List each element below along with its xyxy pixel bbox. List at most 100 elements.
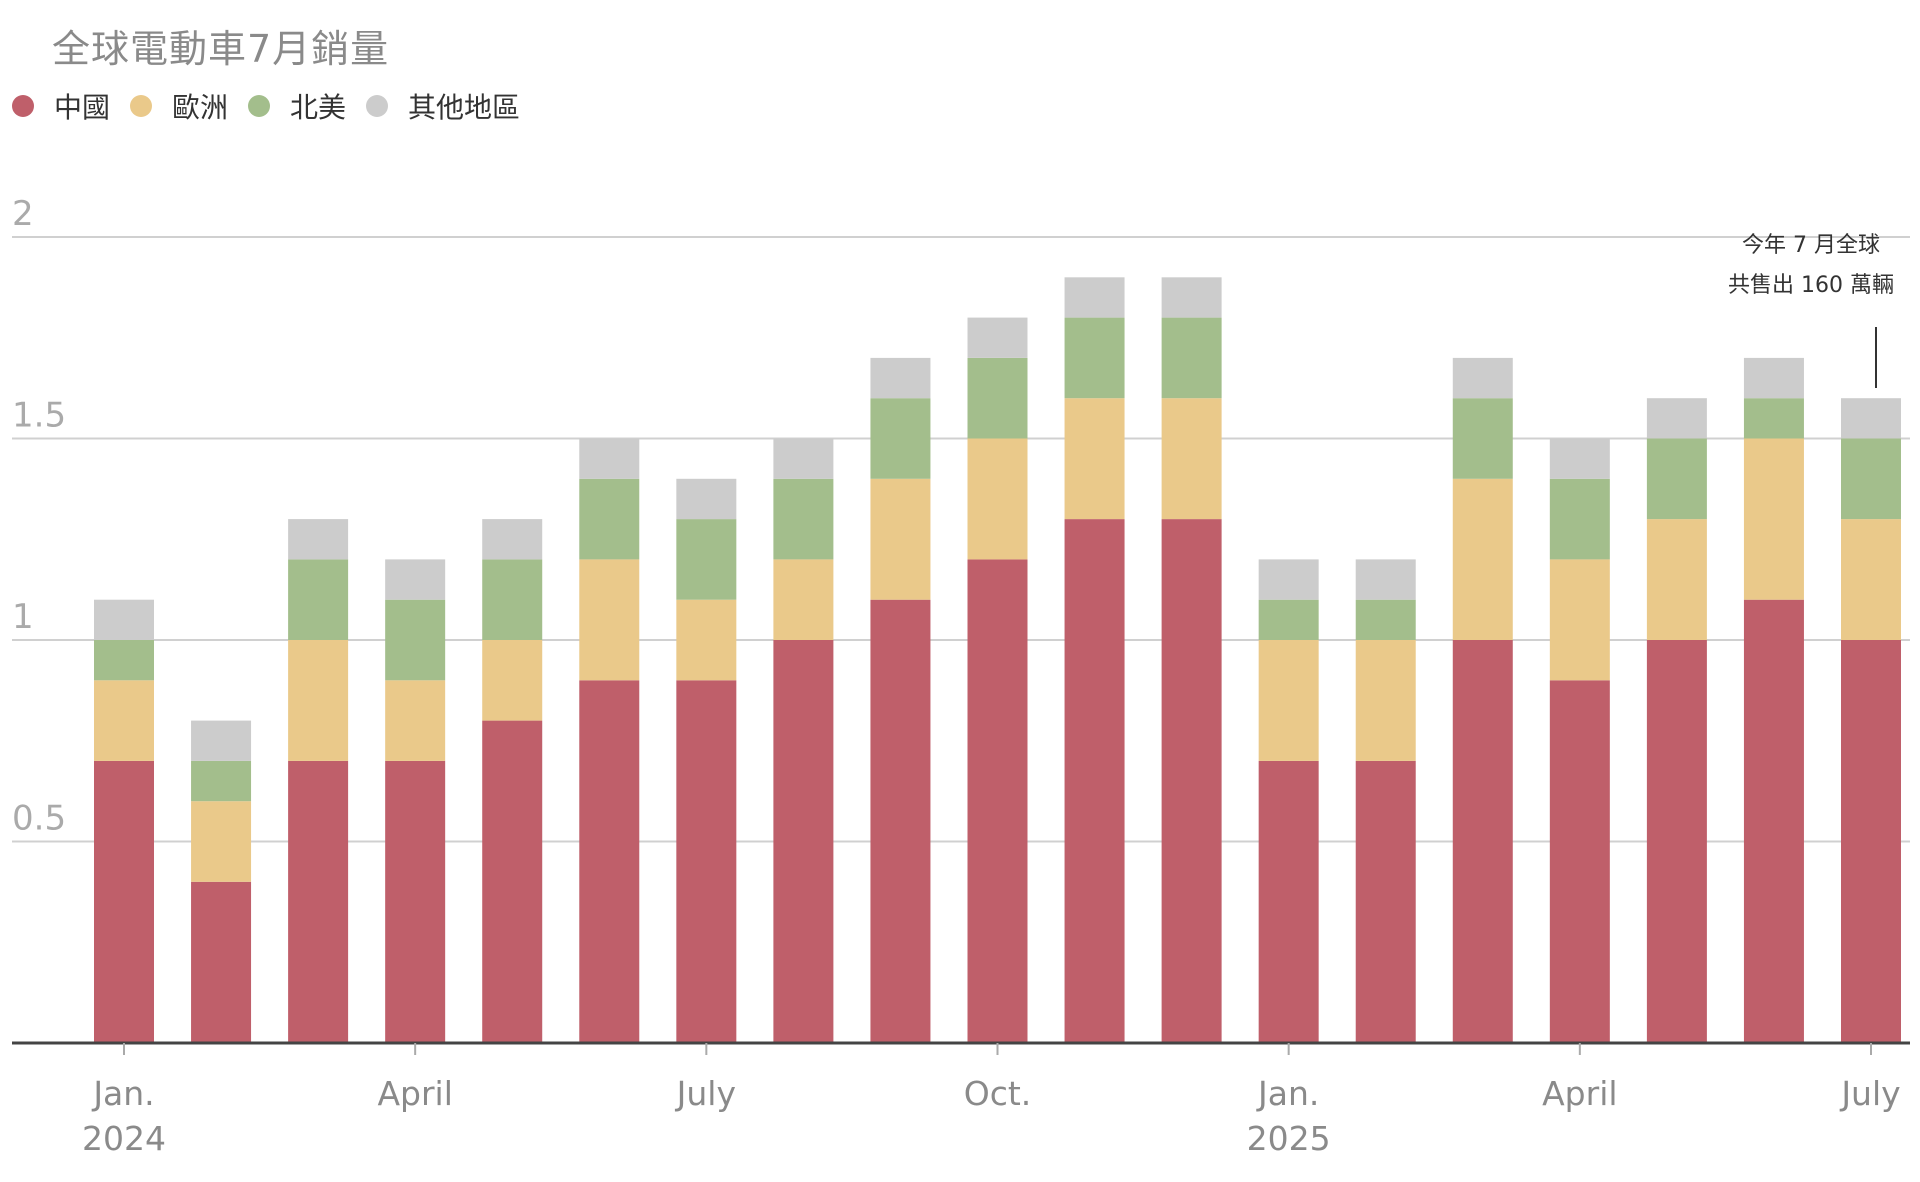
bar-segment-north-america bbox=[1549, 478, 1610, 560]
y-tick-label: 0.5 bbox=[12, 799, 66, 839]
bar-segment-europe bbox=[579, 559, 640, 681]
bar-segment-china bbox=[1161, 519, 1222, 1043]
bar-segment-europe bbox=[676, 599, 737, 681]
x-tick-label: April bbox=[377, 1074, 452, 1113]
bar-segment-other bbox=[1743, 357, 1804, 399]
legend-label-europe: 歐洲 bbox=[172, 91, 229, 124]
x-tick-label: Jan. bbox=[91, 1074, 154, 1113]
bar-segment-other bbox=[1161, 277, 1222, 318]
bar-segment-north-america bbox=[579, 478, 640, 560]
legend-swatch-china bbox=[12, 95, 34, 117]
bar-segment-north-america bbox=[1355, 599, 1416, 640]
bar-segment-china bbox=[1646, 640, 1707, 1043]
bar-segment-other bbox=[288, 519, 349, 560]
bar-segment-china bbox=[1258, 760, 1319, 1043]
y-tick-label: 2 bbox=[12, 194, 34, 234]
x-tick-label: Oct. bbox=[964, 1074, 1032, 1113]
bar-segment-north-america bbox=[967, 357, 1028, 439]
bar-segment-europe bbox=[1743, 438, 1804, 600]
x-tick-label: July bbox=[675, 1074, 736, 1113]
legend-item-china: 中國 bbox=[12, 86, 110, 126]
bar-segment-europe bbox=[191, 801, 252, 882]
bar-segment-china bbox=[676, 680, 737, 1043]
annotation-line-2: 共售出 160 萬輛 bbox=[1728, 273, 1894, 298]
bar-segment-other bbox=[1355, 559, 1416, 600]
y-tick-label: 1 bbox=[12, 597, 34, 637]
x-tick-label: April bbox=[1542, 1074, 1617, 1113]
bar-segment-north-america bbox=[1646, 438, 1707, 520]
bar-segment-china bbox=[870, 599, 931, 1043]
bar-segment-europe bbox=[1549, 559, 1610, 681]
legend-label-china: 中國 bbox=[54, 91, 111, 124]
bar-segment-other bbox=[773, 438, 834, 479]
x-tick-label: July bbox=[1839, 1074, 1900, 1113]
bar-segment-north-america bbox=[385, 599, 446, 681]
bar-segment-north-america bbox=[288, 559, 349, 640]
legend-swatch-north-america bbox=[248, 95, 271, 117]
bar-segment-other bbox=[191, 720, 252, 761]
bar-segment-other bbox=[870, 357, 931, 399]
bar-segment-other bbox=[1646, 398, 1707, 439]
bar-segment-china bbox=[1841, 640, 1901, 1043]
bar-segment-europe bbox=[1452, 478, 1513, 640]
bar-segment-north-america bbox=[191, 760, 252, 802]
legend-swatch-europe bbox=[130, 95, 153, 117]
bar-segment-other bbox=[579, 438, 640, 479]
bar-segment-china bbox=[1452, 640, 1513, 1043]
bar-segment-other bbox=[482, 519, 543, 560]
bar-segment-europe bbox=[1355, 640, 1416, 761]
bar-segment-china bbox=[385, 760, 446, 1043]
bar-segment-north-america bbox=[1258, 599, 1319, 640]
bar-segment-north-america bbox=[1841, 438, 1901, 520]
x-tick-label: Jan. bbox=[1256, 1074, 1319, 1113]
bar-segment-europe bbox=[1646, 519, 1707, 640]
bar-segment-europe bbox=[1841, 519, 1901, 640]
bar-segment-china bbox=[1743, 599, 1804, 1043]
x-tick-year-label: 2024 bbox=[82, 1119, 166, 1158]
legend-item-north-america: 北美 bbox=[248, 86, 346, 126]
bar-segment-other bbox=[1841, 398, 1901, 439]
bar-segment-other bbox=[385, 559, 446, 600]
bar-segment-europe bbox=[967, 438, 1028, 560]
bar-segment-other bbox=[1258, 559, 1319, 600]
bar-segment-china bbox=[773, 640, 834, 1043]
bar-segment-north-america bbox=[870, 398, 931, 479]
bar-segment-china bbox=[1549, 680, 1610, 1043]
bar-segment-china bbox=[1064, 519, 1125, 1043]
bar-segment-china bbox=[482, 720, 543, 1043]
bar-segment-other bbox=[1549, 438, 1610, 479]
bar-segment-china bbox=[94, 760, 154, 1043]
bar-segment-other bbox=[1064, 277, 1125, 318]
bar-segment-china bbox=[288, 760, 349, 1043]
bar-segment-north-america bbox=[676, 519, 737, 600]
bar-segment-north-america bbox=[1064, 317, 1125, 399]
bar-segment-europe bbox=[385, 680, 446, 761]
bar-segment-china bbox=[1355, 760, 1416, 1043]
annotation-line-1: 今年 7 月全球 bbox=[1742, 233, 1880, 258]
legend-swatch-other bbox=[366, 95, 389, 117]
bar-segment-china bbox=[579, 680, 640, 1043]
annotation: 今年 7 月全球 共售出 160 萬輛 bbox=[1728, 226, 1894, 306]
bar-segment-north-america bbox=[1743, 398, 1804, 439]
legend: 中國 歐洲 北美 其他地區 bbox=[12, 86, 540, 126]
x-tick-year-label: 2025 bbox=[1247, 1119, 1331, 1158]
bar-segment-other bbox=[676, 478, 737, 520]
y-tick-label: 1.5 bbox=[12, 396, 66, 436]
legend-label-north-america: 北美 bbox=[290, 91, 347, 124]
bar-segment-other bbox=[1452, 357, 1513, 399]
bar-segment-china bbox=[191, 881, 252, 1043]
bar-segment-north-america bbox=[1161, 317, 1222, 399]
bar-segment-europe bbox=[482, 640, 543, 721]
bar-segment-north-america bbox=[773, 478, 834, 560]
bar-segment-europe bbox=[773, 559, 834, 640]
legend-item-other: 其他地區 bbox=[366, 86, 520, 126]
chart-title: 全球電動車7月銷量 bbox=[52, 27, 390, 71]
bar-segment-north-america bbox=[1452, 398, 1513, 479]
bar-segment-europe bbox=[870, 478, 931, 600]
bar-segment-europe bbox=[288, 640, 349, 761]
bar-segment-europe bbox=[94, 680, 154, 761]
bar-segment-other bbox=[967, 317, 1028, 358]
legend-item-europe: 歐洲 bbox=[130, 86, 228, 126]
legend-label-other: 其他地區 bbox=[408, 91, 521, 124]
